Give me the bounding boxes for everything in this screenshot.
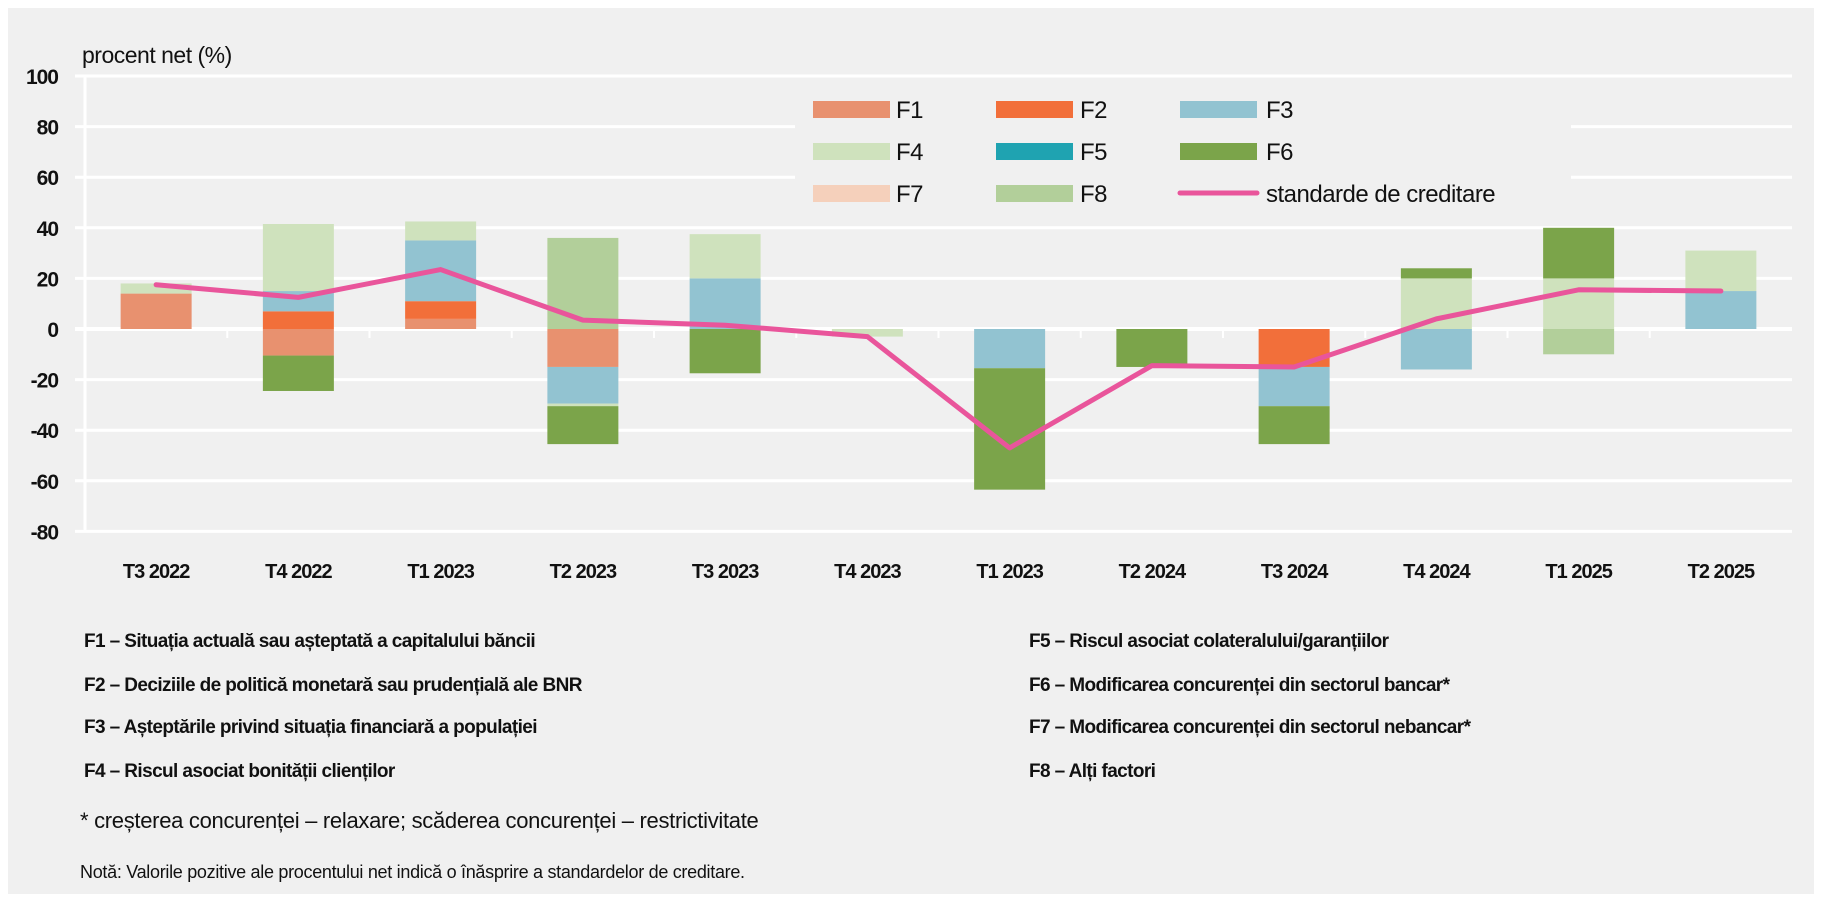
bar-f1 xyxy=(405,318,477,329)
x-tick-label: T4 2024 xyxy=(1403,561,1471,583)
legend-label: F1 xyxy=(896,97,923,124)
bar-f4 xyxy=(120,283,192,294)
legend-label: standarde de creditare xyxy=(1266,181,1495,208)
x-tick-label: T1 2023 xyxy=(976,561,1043,583)
bar-f6 xyxy=(262,355,334,391)
footnote-f2: F2 – Deciziile de politică monetară sau … xyxy=(84,675,582,696)
footnote-f1: F1 – Situația actuală sau așteptată a ca… xyxy=(84,631,536,652)
bar-f1 xyxy=(120,293,192,329)
x-tick-label: T1 2025 xyxy=(1545,561,1612,583)
bar-f4 xyxy=(689,234,761,279)
bar-f4 xyxy=(405,221,477,241)
legend-label: F8 xyxy=(1080,181,1107,208)
bar-f6 xyxy=(1400,268,1472,279)
y-tick-label: -80 xyxy=(31,521,59,544)
legend: F1 F2 F3 F4 F5 F6 F7 F8 standarde de creditare xyxy=(813,97,1496,208)
footnote-f3: F3 – Așteptările privind situația financ… xyxy=(84,717,537,738)
bar-f3 xyxy=(1685,291,1757,329)
y-tick-label: -60 xyxy=(31,471,59,494)
bar-f4 xyxy=(547,403,619,407)
x-tick-label: T3 2022 xyxy=(123,561,190,583)
bar-f6 xyxy=(547,406,619,445)
y-tick-label: -40 xyxy=(31,420,59,443)
footnote-star: * creșterea concurenței – relaxare; scăd… xyxy=(80,808,759,833)
bar-f4 xyxy=(1543,278,1615,329)
bar-f1 xyxy=(547,329,619,367)
legend-label: F4 xyxy=(896,139,923,166)
legend-swatch-f7 xyxy=(813,185,890,202)
y-tick-label: 40 xyxy=(37,218,59,241)
footnote-note: Notă: Valorile pozitive ale procentului … xyxy=(80,862,745,882)
footnote-f8: F8 – Alți factori xyxy=(1029,761,1156,782)
x-tick-label: T3 2023 xyxy=(692,561,759,583)
x-tick-label: T2 2023 xyxy=(550,561,617,583)
bar-f2 xyxy=(405,301,477,319)
x-tick-label: T4 2023 xyxy=(834,561,901,583)
x-tick-label: T1 2023 xyxy=(407,561,474,583)
legend-swatch-f8 xyxy=(996,185,1073,202)
footnote-f5: F5 – Riscul asociat colateralului/garanț… xyxy=(1029,631,1389,652)
legend-label: F6 xyxy=(1266,139,1293,166)
bar-f3 xyxy=(1258,366,1330,407)
legend-swatch-f3 xyxy=(1180,101,1257,118)
bar-f1 xyxy=(262,329,334,356)
bar-f4 xyxy=(1685,250,1757,292)
legend-label: F5 xyxy=(1080,139,1107,166)
footnote-f6: F6 – Modificarea concurenței din sectoru… xyxy=(1029,675,1450,696)
legend-swatch-f5 xyxy=(996,143,1073,160)
x-tick-label: T3 2024 xyxy=(1261,561,1329,583)
bar-f2 xyxy=(1258,329,1330,367)
y-tick-label: 20 xyxy=(37,268,59,291)
legend-swatch-f2 xyxy=(996,101,1073,118)
bar-f3 xyxy=(547,366,619,404)
bar-f4 xyxy=(262,224,334,292)
bar-f3 xyxy=(974,329,1046,369)
y-tick-label: 80 xyxy=(37,117,59,140)
y-axis-label: procent net (%) xyxy=(82,42,232,68)
footnote-f7: F7 – Modificarea concurenței din sectoru… xyxy=(1029,717,1471,738)
bar-f3 xyxy=(689,278,761,329)
bar-f3 xyxy=(1400,329,1472,370)
y-tick-label: -20 xyxy=(31,370,59,393)
bar-f6 xyxy=(1543,227,1615,279)
bar-f6 xyxy=(1116,329,1188,367)
bar-f2 xyxy=(262,311,334,329)
legend-label: F7 xyxy=(896,181,923,208)
bar-f6 xyxy=(689,329,761,374)
x-tick-label: T4 2022 xyxy=(265,561,332,583)
legend-swatch-f1 xyxy=(813,101,890,118)
legend-label: F2 xyxy=(1080,97,1107,124)
y-tick-label: 0 xyxy=(47,319,58,342)
legend-swatch-f4 xyxy=(813,143,890,160)
y-tick-label: 100 xyxy=(26,66,58,89)
legend-label: F3 xyxy=(1266,97,1293,124)
line-standarde-de-creditare xyxy=(153,267,1724,451)
footnote-f4: F4 – Riscul asociat bonității clienților xyxy=(84,761,395,782)
y-tick-label: 60 xyxy=(37,167,59,190)
x-tick-label: T2 2025 xyxy=(1688,561,1755,583)
bar-f8 xyxy=(547,237,619,329)
x-tick-label: T2 2024 xyxy=(1119,561,1187,583)
bar-f6 xyxy=(1258,406,1330,445)
bar-f4 xyxy=(831,329,903,337)
bar-f8 xyxy=(1543,329,1615,355)
legend-swatch-f6 xyxy=(1180,143,1257,160)
